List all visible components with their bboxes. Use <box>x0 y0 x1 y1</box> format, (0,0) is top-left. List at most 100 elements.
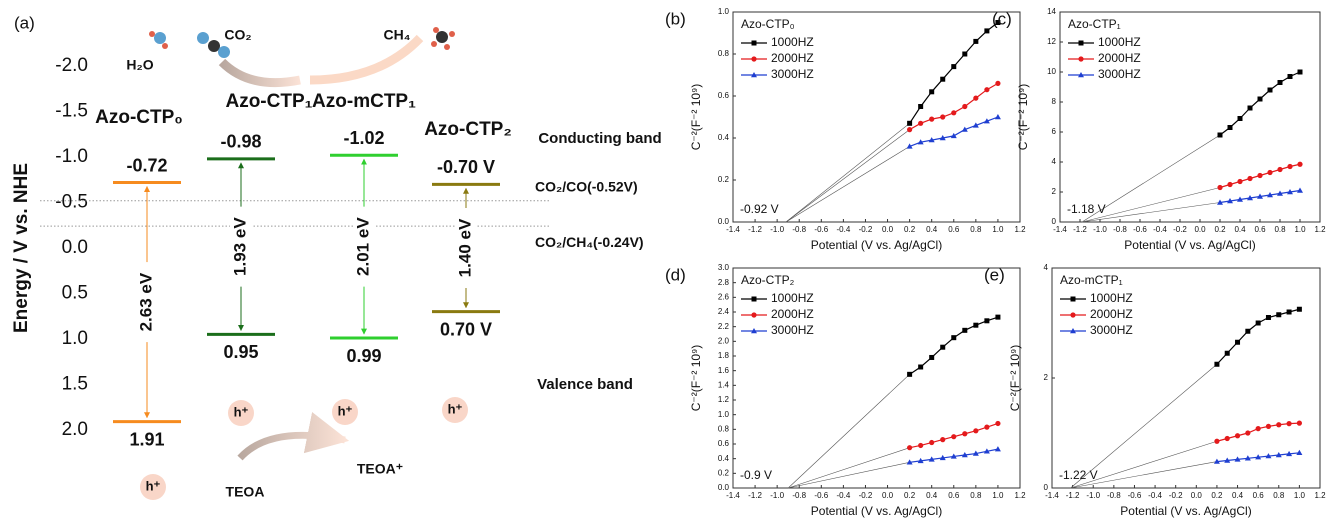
vb-label: 1.91 <box>129 429 164 449</box>
x-tick-label: -0.4 <box>836 225 850 234</box>
data-point <box>1234 456 1241 462</box>
annotation: Valence band <box>537 376 633 393</box>
data-point <box>1245 430 1251 436</box>
x-tick-label: 0.0 <box>882 491 894 500</box>
data-point <box>1267 87 1273 93</box>
annotation: CH₄ <box>384 27 411 43</box>
x-tick-label: 1.2 <box>1014 491 1026 500</box>
y-tick-label: 4 <box>1052 157 1057 166</box>
fit-line <box>1081 134 1221 223</box>
data-point <box>1224 457 1231 463</box>
x-tick-label: 0.4 <box>1234 225 1246 234</box>
x-tick-label: 0.2 <box>904 491 916 500</box>
data-point <box>1287 163 1293 170</box>
data-point <box>918 104 924 109</box>
legend-marker <box>1078 56 1084 62</box>
data-point <box>984 87 990 93</box>
legend-label: 3000HZ <box>1090 323 1133 337</box>
data-point <box>962 51 968 57</box>
vb-label: 0.95 <box>223 342 258 362</box>
fit-line <box>785 146 910 223</box>
x-tick-label: 0.8 <box>1274 225 1286 234</box>
data-point <box>973 38 979 44</box>
data-point <box>1296 306 1302 312</box>
y-tick-label: 1.8 <box>718 351 730 360</box>
flow-arrow <box>237 412 350 461</box>
material-name: Azo-CTP₂ <box>424 119 512 140</box>
data-point <box>1267 169 1273 176</box>
x-tick-label: -1.2 <box>1073 225 1087 234</box>
data-point <box>962 103 968 110</box>
data-point <box>1244 455 1251 461</box>
data-point <box>1277 190 1283 196</box>
x-tick-label: 0.4 <box>1232 491 1244 500</box>
legend-marker <box>751 40 757 46</box>
legend-marker <box>1078 40 1084 46</box>
y-tick-label: 1.4 <box>718 380 730 389</box>
data-point <box>1276 422 1282 428</box>
x-tick-label: -1.2 <box>1066 491 1080 500</box>
data-point <box>995 314 1001 320</box>
data-point <box>984 28 990 34</box>
x-tick-label: 0.4 <box>926 225 938 234</box>
data-point <box>907 445 913 451</box>
x-tick-label: -0.6 <box>1128 491 1142 500</box>
legend-label: 2000HZ <box>1090 307 1133 321</box>
y-tick-label: -1.5 <box>55 101 88 122</box>
data-point <box>995 80 1001 86</box>
data-point <box>951 110 957 116</box>
data-point <box>951 335 957 341</box>
data-point <box>961 126 968 132</box>
x-tick-label: -0.2 <box>1169 491 1183 500</box>
x-tick-label: 0.8 <box>970 225 982 234</box>
data-point <box>1286 450 1293 457</box>
data-point <box>973 428 979 434</box>
y-tick-label: 1.0 <box>718 410 730 419</box>
data-point <box>1217 132 1223 138</box>
legend-marker <box>1070 296 1076 302</box>
data-point <box>1247 195 1253 201</box>
data-point <box>929 439 935 446</box>
x-tick-label: -0.4 <box>1153 225 1167 234</box>
data-point <box>1296 420 1302 426</box>
hole-label: h⁺ <box>338 403 353 418</box>
data-point <box>918 364 924 370</box>
annotation: TEOA⁺ <box>357 461 403 477</box>
vb-label: 0.99 <box>346 346 381 366</box>
y-tick-label: 0.8 <box>718 49 730 58</box>
gap-label-bg <box>136 262 158 343</box>
x-tick-label: -1.2 <box>748 225 762 234</box>
y-tick-label: 14 <box>1047 7 1056 16</box>
data-point <box>1234 433 1241 439</box>
x-tick-label: 0.6 <box>948 491 960 500</box>
fit-line <box>1070 364 1218 489</box>
data-point <box>1275 452 1282 458</box>
x-tick-label: -1.4 <box>726 225 740 234</box>
y-tick-label: 10 <box>1047 67 1056 76</box>
y-axis-label: Energy / V vs. NHE <box>11 163 32 333</box>
data-point <box>1297 161 1303 167</box>
y-tick-label: 0.5 <box>62 282 88 303</box>
y-tick-label: 0.2 <box>718 468 730 477</box>
y-tick-label: 8 <box>1052 97 1057 106</box>
data-point <box>1255 426 1261 432</box>
legend-label: 1000HZ <box>1098 35 1141 49</box>
data-point <box>1296 449 1303 455</box>
hole-label: h⁺ <box>448 401 463 416</box>
data-point <box>929 116 935 122</box>
legend-title: Azo-CTP₂ <box>741 273 795 287</box>
x-tick-label: 0.4 <box>926 491 938 500</box>
gap-label-bg <box>353 206 375 287</box>
gap-label: 2.63 eV <box>136 272 155 331</box>
data-point <box>1214 361 1220 367</box>
legend-label: 1000HZ <box>771 291 814 305</box>
legend-marker <box>751 72 757 78</box>
data-point <box>961 452 968 458</box>
data-point <box>907 120 913 126</box>
data-point <box>1265 453 1272 459</box>
x-tick-label: 0.0 <box>1194 225 1206 234</box>
y-tick-label: 2.4 <box>718 307 730 316</box>
y-tick-label: 0.8 <box>718 424 730 433</box>
reference-label: CO₂/CO(-0.52V) <box>535 178 638 194</box>
